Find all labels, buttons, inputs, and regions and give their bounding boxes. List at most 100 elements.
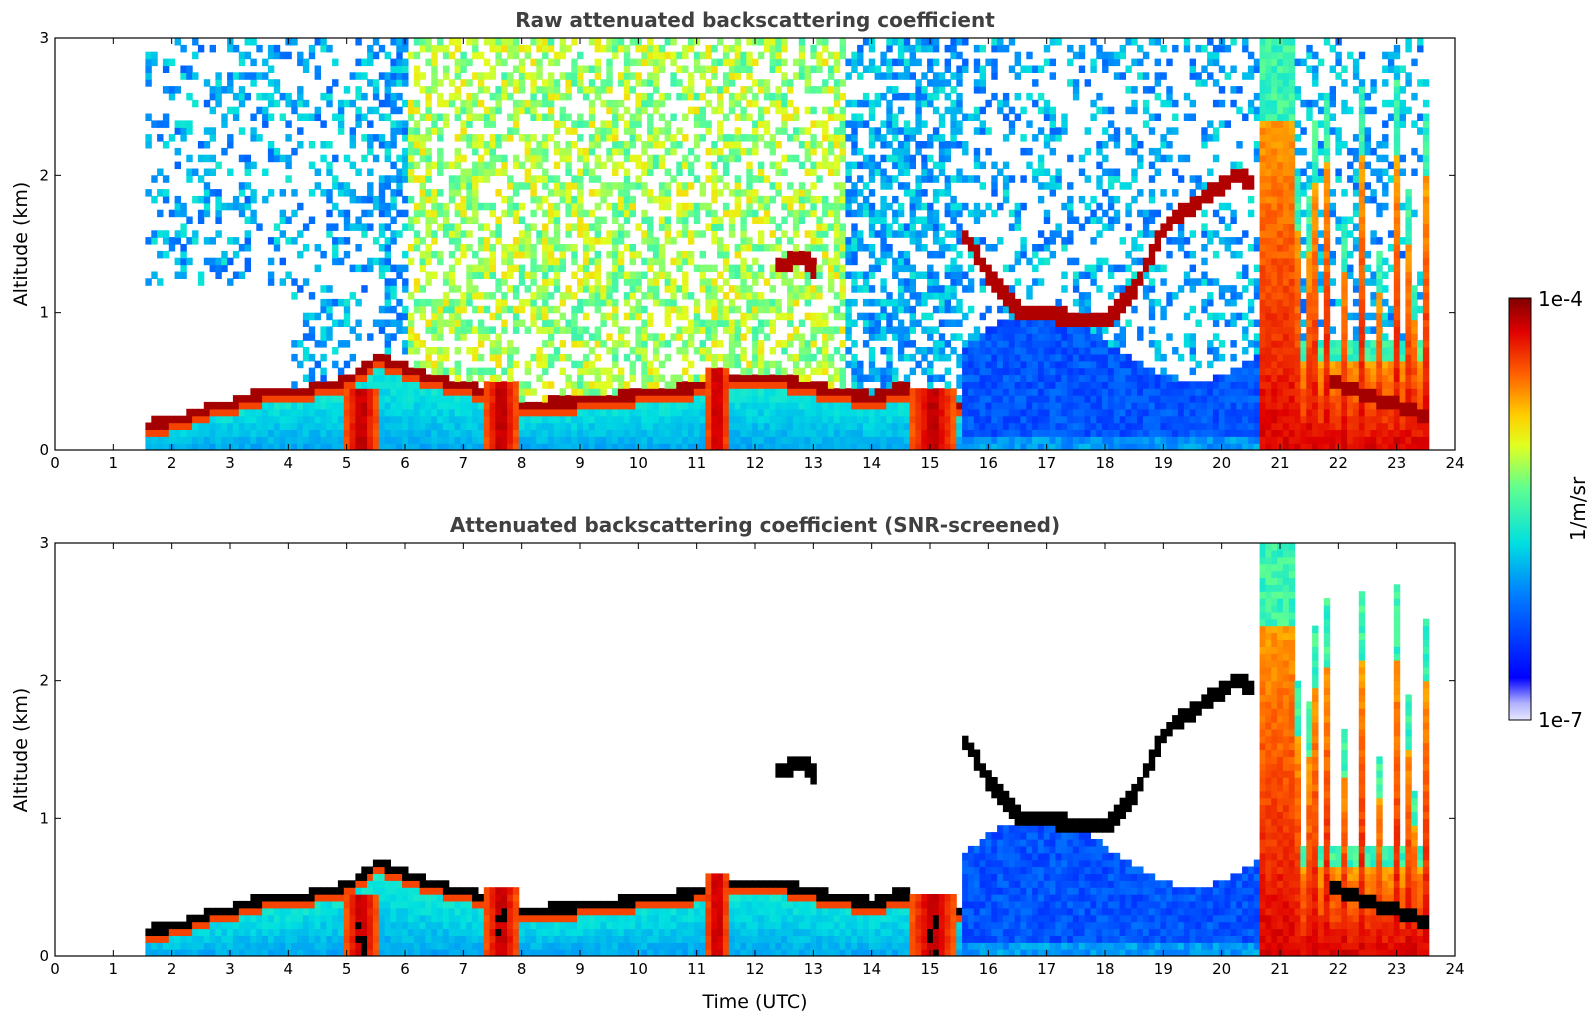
heatmap-cell (839, 367, 846, 376)
heatmap-cell (705, 415, 712, 424)
heatmap-cell (711, 264, 718, 273)
heatmap-cell (915, 347, 922, 355)
heatmap-cell (792, 244, 800, 252)
heatmap-cell (868, 408, 876, 417)
heatmap-cell (804, 298, 811, 307)
heatmap-cell (297, 388, 304, 396)
heatmap-cell (973, 443, 981, 450)
heatmap-cell (273, 422, 281, 430)
heatmap-cell (203, 401, 211, 410)
heatmap-cell (390, 99, 397, 108)
heatmap-cell (880, 257, 887, 266)
heatmap-cell (518, 250, 526, 259)
heatmap-cell (308, 292, 316, 300)
heatmap-cell (734, 415, 741, 424)
heatmap-cell (437, 257, 444, 266)
heatmap-cell (617, 271, 625, 279)
heatmap-cell (699, 134, 706, 142)
heatmap-cell (757, 298, 765, 307)
heatmap-cell (973, 347, 981, 355)
heatmap-cell (326, 401, 333, 410)
heatmap-cell (652, 415, 660, 424)
heatmap-cell (979, 106, 986, 115)
heatmap-cell (833, 347, 841, 355)
heatmap-cell (839, 408, 846, 417)
heatmap-cell (425, 436, 432, 444)
heatmap-cell (390, 195, 397, 204)
heatmap-cell (600, 312, 607, 321)
heatmap-cell (798, 292, 806, 300)
heatmap-cell (932, 161, 940, 170)
heatmap-cell (629, 72, 636, 80)
heatmap-cell (804, 141, 811, 149)
heatmap-cell (559, 415, 566, 424)
heatmap-cell (822, 44, 829, 53)
heatmap-cell (553, 408, 561, 417)
heatmap-cell (763, 443, 771, 450)
heatmap-cell (437, 79, 444, 87)
heatmap-cell (483, 415, 491, 424)
heatmap-cell (897, 415, 905, 424)
heatmap-cell (431, 298, 438, 307)
heatmap-cell (483, 147, 491, 156)
heatmap-cell (221, 257, 228, 266)
heatmap-cell (244, 237, 251, 245)
heatmap-cell (437, 401, 444, 410)
heatmap-cell (483, 388, 491, 396)
heatmap-cell (267, 257, 275, 266)
heatmap-cell (477, 333, 485, 341)
heatmap-cell (448, 278, 456, 286)
heatmap-cell (291, 292, 298, 300)
heatmap-cell (477, 99, 485, 108)
heatmap-cell (302, 422, 310, 430)
heatmap-cell (413, 79, 421, 87)
heatmap-cell (448, 79, 456, 87)
heatmap-cell (477, 353, 485, 362)
heatmap-cell (880, 58, 887, 67)
heatmap-cell (682, 51, 689, 60)
heatmap-cell (477, 257, 485, 266)
heatmap-cell (705, 175, 712, 183)
heatmap-cell (308, 51, 316, 60)
heatmap-cell (606, 79, 613, 87)
heatmap-cell (1008, 360, 1016, 369)
heatmap-cell (571, 401, 578, 410)
heatmap-cell (477, 134, 485, 142)
heatmap-cell (775, 141, 782, 149)
heatmap-cell (448, 182, 456, 190)
heatmap-cell (273, 443, 281, 450)
heatmap-cell (384, 408, 391, 417)
heatmap-cell (501, 86, 508, 94)
heatmap-cell (699, 285, 706, 293)
heatmap-cell (827, 168, 835, 176)
heatmap-cell (402, 360, 409, 369)
heatmap-cell (413, 175, 421, 183)
heatmap-cell (221, 429, 228, 437)
heatmap-cell (600, 319, 607, 327)
heatmap-cell (495, 154, 502, 163)
heatmap-cell (367, 189, 374, 197)
heatmap-cell (658, 443, 666, 450)
heatmap-cell (279, 388, 286, 396)
heatmap-cell (705, 223, 712, 231)
heatmap-cell (1032, 415, 1039, 424)
heatmap-cell (827, 161, 835, 170)
heatmap-cell (477, 244, 485, 252)
heatmap-cell (641, 305, 648, 314)
heatmap-cell (565, 244, 572, 252)
heatmap-cell (367, 401, 374, 410)
heatmap-cell (577, 202, 584, 211)
heatmap-cell (921, 120, 928, 128)
heatmap-cell (378, 189, 386, 197)
heatmap-cell (921, 415, 928, 424)
heatmap-cell (652, 99, 660, 108)
heatmap-cell (664, 305, 671, 314)
heatmap-cell (437, 44, 444, 53)
heatmap-cell (746, 360, 753, 369)
heatmap-cell (396, 189, 403, 197)
heatmap-cell (460, 120, 467, 128)
heatmap-cell (857, 415, 864, 424)
heatmap-cell (1014, 429, 1021, 437)
heatmap-cell (308, 401, 316, 410)
heatmap-cell (442, 319, 450, 327)
